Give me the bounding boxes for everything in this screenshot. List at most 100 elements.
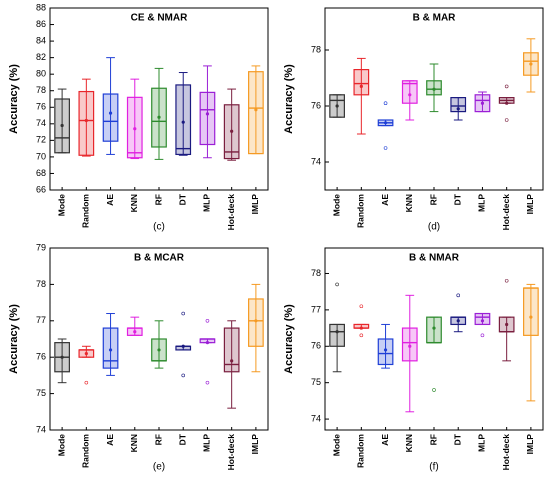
mean <box>383 348 388 352</box>
x-tick-label: Random <box>356 434 366 468</box>
mean <box>529 62 533 66</box>
mean <box>157 115 161 119</box>
x-tick-label: RF <box>428 194 438 205</box>
y-tick-label: 76 <box>36 352 46 362</box>
mean <box>359 326 363 330</box>
x-tick-label: AE <box>380 434 390 446</box>
mean <box>254 319 258 323</box>
y-tick-label: 76 <box>311 341 321 351</box>
y-tick-label: 76 <box>36 102 46 112</box>
y-axis-label: Accuracy (%) <box>8 304 20 374</box>
x-tick-label: Hot-deck <box>226 434 236 471</box>
x-tick-label: Hot-deck <box>501 194 511 231</box>
mean <box>408 344 412 348</box>
x-tick-label: Hot-deck <box>501 434 511 471</box>
mean <box>432 87 436 91</box>
panel-label: (c) <box>153 222 165 233</box>
y-tick-label: 84 <box>36 35 46 45</box>
y-tick-label: 75 <box>36 388 46 398</box>
x-tick-label: KNN <box>404 434 414 452</box>
x-tick-label: RF <box>153 194 163 205</box>
x-tick-label: Random <box>81 434 91 468</box>
y-tick-label: 74 <box>311 413 321 423</box>
x-tick-label: MLP <box>202 434 212 452</box>
mean <box>383 121 388 125</box>
box <box>450 96 467 113</box>
mean <box>60 355 64 359</box>
box <box>175 84 192 156</box>
mean <box>157 348 161 352</box>
y-tick-label: 68 <box>36 168 46 178</box>
box <box>102 93 119 142</box>
mean <box>108 348 113 352</box>
panel-label: (f) <box>429 462 438 473</box>
mean <box>359 84 363 88</box>
y-tick-label: 66 <box>36 184 46 194</box>
x-tick-label: Mode <box>331 434 341 456</box>
y-axis-label: Accuracy (%) <box>283 304 295 374</box>
x-tick-label: KNN <box>404 194 414 212</box>
box <box>223 327 240 373</box>
x-tick-label: AE <box>380 194 390 206</box>
x-tick-label: RF <box>428 434 438 445</box>
outlier <box>84 380 89 385</box>
mean <box>205 341 210 345</box>
panel-label: (e) <box>153 462 165 473</box>
mean <box>456 319 460 323</box>
y-tick-label: 76 <box>311 100 321 110</box>
mean <box>505 322 509 327</box>
x-tick-label: MLP <box>477 194 487 212</box>
x-tick-label: IMLP <box>250 194 260 215</box>
x-tick-label: MLP <box>202 194 212 212</box>
panel-label: (d) <box>428 222 440 233</box>
y-tick-label: 70 <box>36 151 46 161</box>
mean <box>230 359 234 363</box>
outlier <box>504 84 509 89</box>
chart-title: CE & NMAR <box>131 13 188 24</box>
x-tick-label: Mode <box>56 194 66 216</box>
box <box>401 327 418 362</box>
box <box>426 316 442 344</box>
y-tick-label: 88 <box>36 2 46 12</box>
outlier <box>181 373 186 378</box>
box <box>329 323 345 347</box>
x-tick-label: Mode <box>331 194 341 216</box>
chart-title: B & NMAR <box>409 253 460 264</box>
x-tick-label: Random <box>81 194 91 228</box>
x-tick-label: Mode <box>56 434 66 456</box>
outlier <box>432 388 436 392</box>
mean <box>335 104 339 108</box>
mean <box>60 123 64 128</box>
mean <box>181 344 185 348</box>
y-tick-label: 77 <box>311 304 321 314</box>
box <box>199 91 216 146</box>
outlier <box>480 333 485 338</box>
outlier <box>504 118 509 122</box>
y-tick-label: 77 <box>36 315 46 325</box>
x-tick-label: AE <box>105 194 115 206</box>
mean <box>181 120 185 124</box>
mean <box>529 315 533 319</box>
box <box>377 338 394 366</box>
y-tick-label: 78 <box>311 268 321 278</box>
box <box>401 80 418 104</box>
y-tick-label: 74 <box>311 156 321 166</box>
box <box>353 68 370 96</box>
outlier <box>504 278 509 283</box>
x-tick-label: IMLP <box>250 434 260 455</box>
x-tick-label: AE <box>105 434 115 446</box>
outlier <box>205 380 210 385</box>
x-tick-label: MLP <box>477 434 487 452</box>
outlier <box>335 282 339 287</box>
mean <box>84 351 88 356</box>
chart-title: B & MCAR <box>134 253 185 264</box>
outlier <box>359 304 364 309</box>
mean <box>133 127 137 131</box>
mean <box>254 108 258 112</box>
outlier <box>205 318 210 323</box>
outlier <box>359 333 364 338</box>
y-tick-label: 72 <box>36 135 46 145</box>
y-tick-label: 78 <box>311 44 321 54</box>
mean <box>480 319 485 323</box>
